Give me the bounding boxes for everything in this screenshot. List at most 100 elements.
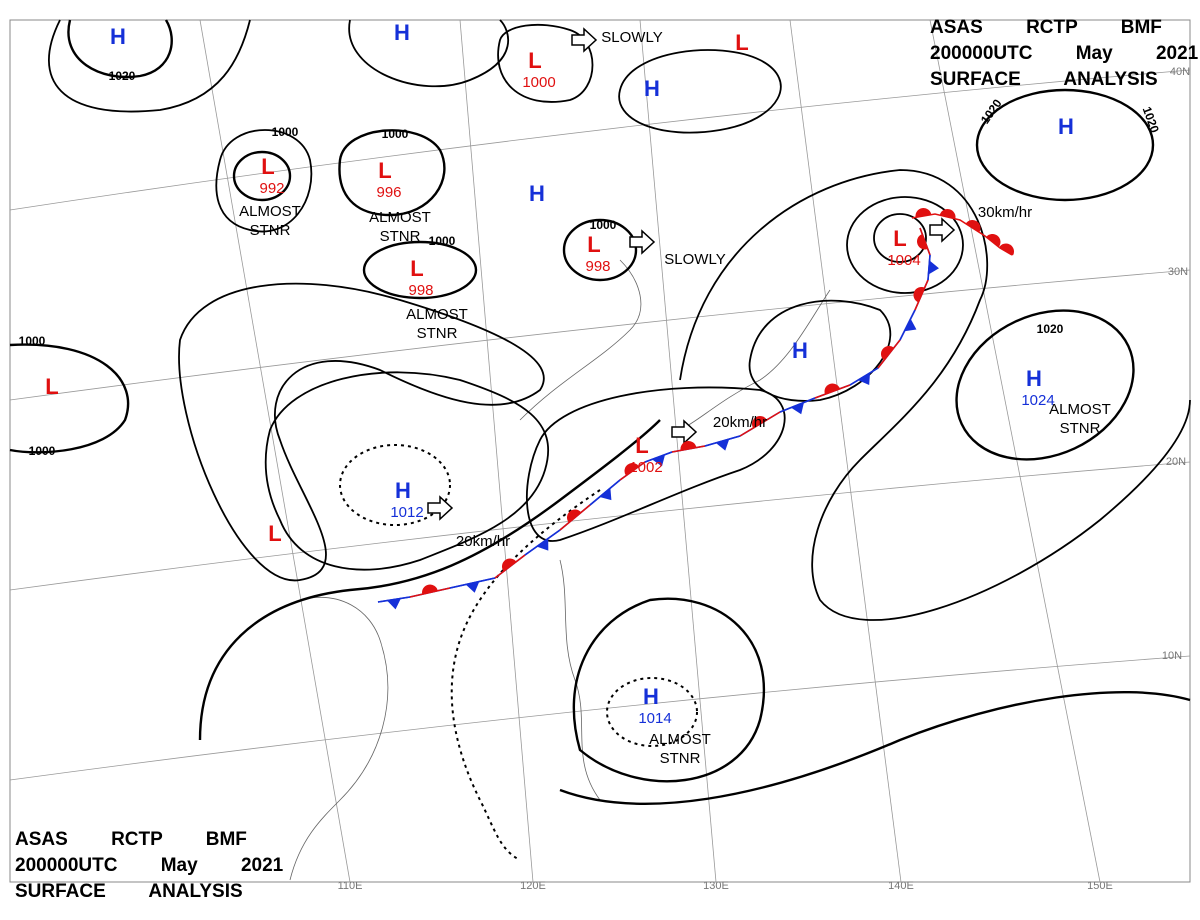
annotation: ALMOST (649, 731, 711, 748)
longitude-label: 110E (338, 880, 363, 892)
warm-front-symbol (999, 243, 1014, 256)
latitude-label: 40N (1170, 66, 1190, 78)
annotation: SLOWLY (664, 251, 725, 268)
center-symbol: L (893, 226, 906, 251)
center-symbol: L (735, 30, 748, 55)
annotation: ALMOST (239, 203, 301, 220)
graticule (9, 19, 1191, 883)
header-line: ASAS RCTP BMF (930, 17, 1162, 38)
isobar-label: 1000 (29, 444, 56, 458)
center-pressure: 1000 (522, 74, 555, 91)
center-symbol: H (394, 20, 410, 45)
annotation: STNR (380, 228, 421, 245)
center-symbol: H (644, 76, 660, 101)
center-symbol: L (268, 521, 281, 546)
isobar-label: 1000 (429, 234, 456, 248)
warm-front-symbol (422, 584, 438, 595)
fronts (377, 27, 1014, 610)
isobar-label: 1020 (109, 69, 136, 83)
annotation: 20km/hr (713, 414, 767, 431)
center-symbol: L (261, 154, 274, 179)
warm-front-symbol (913, 287, 925, 303)
cold-front-symbol (791, 402, 804, 415)
cold-front-symbol (599, 488, 612, 501)
motion-arrow (571, 27, 598, 53)
annotation: SLOWLY (601, 29, 662, 46)
warm-front-symbol (680, 441, 697, 451)
center-pressure: 1002 (629, 459, 662, 476)
header-line: 200000UTC May 2021 (15, 855, 284, 876)
center-symbol: L (587, 232, 600, 257)
annotation: STNR (660, 750, 701, 767)
latitude-label: 30N (1168, 266, 1188, 278)
cold-front-symbol (465, 581, 480, 593)
map-frame (9, 19, 1191, 883)
isobar-label: 1020 (1037, 322, 1064, 336)
center-pressure: 996 (376, 184, 401, 201)
cold-front-symbol (536, 538, 549, 551)
center-symbol: H (110, 24, 126, 49)
isobar-label: 1000 (590, 218, 617, 232)
warm-front-symbol (567, 509, 582, 523)
warm-front-symbol (917, 233, 928, 250)
longitude-label: 140E (888, 880, 914, 892)
center-symbol: L (528, 48, 541, 73)
warm-front-symbol (502, 558, 517, 572)
motion-arrow (929, 217, 956, 243)
motion-arrow (629, 229, 656, 255)
center-symbol: H (1058, 114, 1074, 139)
center-pressure: 998 (585, 258, 610, 275)
center-symbol: H (395, 478, 411, 503)
header-line: 200000UTC May 2021 (930, 43, 1199, 64)
warm-front-symbol (965, 220, 981, 233)
motion-arrow (671, 419, 698, 445)
center-symbol: H (1026, 366, 1042, 391)
annotation: ALMOST (1049, 401, 1111, 418)
isobar-label: 1000 (382, 127, 409, 141)
cold-front-symbol (715, 439, 730, 451)
cold-front-symbol (928, 260, 939, 275)
center-symbol: L (410, 256, 423, 281)
center-pressure: 1012 (390, 504, 423, 521)
isobar-label: 1000 (272, 125, 299, 139)
cold-front-symbol (651, 454, 666, 467)
warm-front-symbol (752, 416, 767, 429)
annotation: ALMOST (406, 306, 468, 323)
cold-front-symbol (387, 598, 401, 610)
longitude-label: 150E (1087, 880, 1113, 892)
cold-front-symbol (858, 372, 870, 386)
latitude-label: 20N (1166, 456, 1186, 468)
center-pressure: 992 (259, 180, 284, 197)
annotation: STNR (250, 222, 291, 239)
cold-front-symbol (904, 318, 917, 332)
annotation: 20km/hr (456, 533, 510, 550)
header-line: SURFACE ANALYSIS (15, 881, 243, 902)
annotation: STNR (1060, 420, 1101, 437)
labels: ASAS RCTP BMF 200000UTC May 2021 SURFACE A… (15, 17, 1199, 902)
center-symbol: L (45, 374, 58, 399)
annotation: STNR (417, 325, 458, 342)
isobar-label: 1000 (19, 334, 46, 348)
warm-front-symbol (939, 209, 956, 219)
center-symbol: H (643, 684, 659, 709)
center-symbol: L (635, 433, 648, 458)
warm-front-symbol (881, 346, 894, 361)
center-pressure: 1014 (638, 710, 671, 727)
isobars (9, 19, 1191, 861)
motion-arrow (427, 495, 454, 521)
warm-front-symbol (915, 208, 932, 218)
center-pressure: 1024 (1021, 392, 1054, 409)
annotation: ALMOST (369, 209, 431, 226)
header-line: ASAS RCTP BMF (15, 829, 247, 850)
coastlines (289, 259, 831, 881)
center-symbol: L (378, 158, 391, 183)
center-symbol: H (529, 181, 545, 206)
warm-front-symbol (824, 383, 840, 395)
latitude-label: 10N (1162, 650, 1182, 662)
center-pressure: 998 (408, 282, 433, 299)
longitude-label: 130E (703, 880, 729, 892)
center-symbol: H (792, 338, 808, 363)
longitude-label: 120E (520, 880, 546, 892)
center-pressure: 1004 (887, 252, 920, 269)
